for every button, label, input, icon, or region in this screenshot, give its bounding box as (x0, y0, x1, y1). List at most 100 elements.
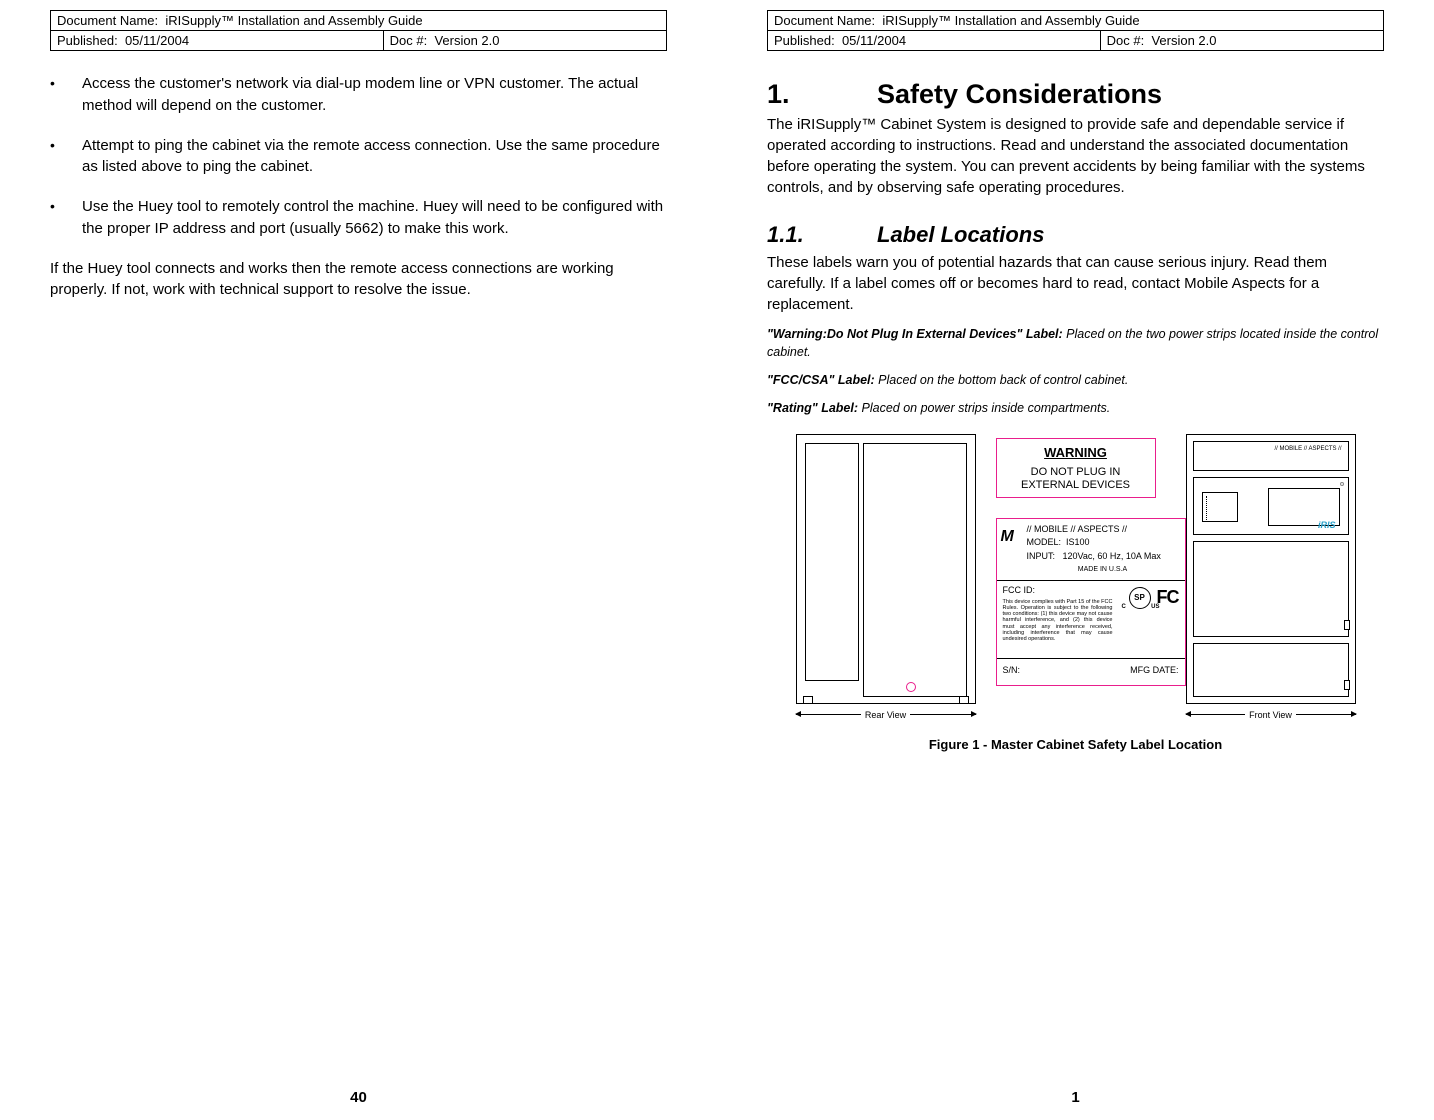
doc-name-value: iRISupply™ Installation and Assembly Gui… (165, 13, 422, 28)
label-note-bold: "Warning:Do Not Plug In External Devices… (767, 327, 1063, 341)
front-logo: iRIS (1318, 520, 1336, 530)
bullet-text: Attempt to ping the cabinet via the remo… (82, 135, 667, 179)
spec-mid-section: FCC ID: This device complies with Part 1… (997, 581, 1185, 659)
spec-input-row: INPUT: 120Vac, 60 Hz, 10A Max (1027, 550, 1179, 564)
right-page: Document Name: iRISupply™ Installation a… (717, 0, 1434, 1120)
front-bottom-door (1193, 643, 1349, 697)
list-item: • Use the Huey tool to remotely control … (50, 196, 667, 240)
spec-mfg-label: MFG DATE: (1130, 665, 1178, 679)
cabinet-diagram: Rear View WARNING DO NOT PLUG IN EXTERNA… (796, 434, 1356, 729)
spec-label-box: M // MOBILE // ASPECTS // MODEL: IS100 I… (996, 518, 1186, 686)
arrow-line-icon (1186, 714, 1246, 715)
rear-cabinet-panel-right (863, 443, 967, 697)
label-note-bold: "FCC/CSA" Label: (767, 373, 875, 387)
front-cabinet: // MOBILE // ASPECTS // iRIS (1186, 434, 1356, 704)
left-page: Document Name: iRISupply™ Installation a… (0, 0, 717, 1120)
door-handle-icon (1344, 680, 1350, 690)
label-note: "Rating" Label: Placed on power strips i… (767, 399, 1384, 417)
figure: Rear View WARNING DO NOT PLUG IN EXTERNA… (767, 434, 1384, 752)
published-label: Published: (57, 33, 118, 48)
docnum-value: Version 2.0 (434, 33, 499, 48)
heading-1: 1. Safety Considerations (767, 79, 1384, 110)
front-view-text: Front View (1245, 710, 1296, 720)
keypad-icon (1202, 492, 1238, 522)
docnum-cell: Doc #: Version 2.0 (383, 31, 666, 51)
bullet-text: Use the Huey tool to remotely control th… (82, 196, 667, 240)
warning-line2: EXTERNAL DEVICES (1021, 479, 1130, 491)
spec-marks: SP FC (1129, 587, 1179, 609)
spec-sn-label: S/N: (1003, 665, 1021, 679)
heading-2: 1.1. Label Locations (767, 222, 1384, 248)
csa-mark-icon: SP (1129, 587, 1151, 609)
bullet-icon: • (50, 73, 82, 117)
doc-name-label: Document Name: (774, 13, 875, 28)
warning-line1: DO NOT PLUG IN (1031, 466, 1121, 478)
heading-1-number: 1. (767, 79, 877, 110)
published-cell: Published: 05/11/2004 (768, 31, 1101, 51)
spec-made: MADE IN U.S.A (1027, 565, 1179, 576)
heading-2-text: Label Locations (877, 222, 1044, 248)
published-value: 05/11/2004 (842, 33, 906, 48)
published-cell: Published: 05/11/2004 (51, 31, 384, 51)
spec-bottom-section: S/N: MFG DATE: (997, 659, 1185, 685)
section-paragraph: These labels warn you of potential hazar… (767, 252, 1384, 315)
arrow-line-icon (796, 714, 861, 715)
list-item: • Attempt to ping the cabinet via the re… (50, 135, 667, 179)
spec-input-value: 120Vac, 60 Hz, 10A Max (1063, 551, 1161, 561)
callout-circle-icon (906, 682, 916, 692)
label-note-rest: Placed on the bottom back of control cab… (875, 373, 1129, 387)
label-note-rest: Placed on power strips inside compartmen… (858, 401, 1110, 415)
arrow-line-icon (910, 714, 975, 715)
figure-caption: Figure 1 - Master Cabinet Safety Label L… (767, 737, 1384, 752)
spec-model-value: IS100 (1066, 537, 1090, 547)
spec-input-label: INPUT: (1027, 551, 1056, 561)
page-number: 1 (767, 1089, 1384, 1106)
docnum-label: Doc #: (390, 33, 428, 48)
spec-fineprint: This device complies with Part 15 of the… (1003, 599, 1113, 643)
spec-model-label: MODEL: (1027, 537, 1062, 547)
doc-name-label: Document Name: (57, 13, 158, 28)
bullet-icon: • (50, 135, 82, 179)
front-screen-panel: iRIS (1193, 477, 1349, 535)
spec-model-row: MODEL: IS100 (1027, 536, 1179, 550)
doc-name-value: iRISupply™ Installation and Assembly Gui… (882, 13, 1139, 28)
door-handle-icon (1344, 620, 1350, 630)
list-item: • Access the customer's network via dial… (50, 73, 667, 117)
front-top-panel: // MOBILE // ASPECTS // (1193, 441, 1349, 471)
closing-paragraph: If the Huey tool connects and works then… (50, 258, 667, 302)
label-note: "FCC/CSA" Label: Placed on the bottom ba… (767, 371, 1384, 389)
spec-brand: // MOBILE // ASPECTS // (1027, 523, 1179, 537)
published-value: 05/11/2004 (125, 33, 189, 48)
docnum-cell: Doc #: Version 2.0 (1100, 31, 1383, 51)
spec-logo-icon: M (1001, 525, 1014, 549)
spec-top-section: M // MOBILE // ASPECTS // MODEL: IS100 I… (997, 519, 1185, 581)
page-number: 40 (50, 1089, 667, 1106)
cabinet-foot (959, 696, 969, 704)
warning-title: WARNING (997, 445, 1155, 460)
csa-mark-text: SP (1134, 593, 1145, 602)
front-top-brand: // MOBILE // ASPECTS // (1274, 446, 1341, 452)
bullet-icon: • (50, 196, 82, 240)
screw-hole-icon (1340, 482, 1344, 486)
label-note-bold: "Rating" Label: (767, 401, 858, 415)
doc-name-cell: Document Name: iRISupply™ Installation a… (768, 11, 1384, 31)
rear-view-text: Rear View (861, 710, 910, 720)
rear-cabinet (796, 434, 976, 704)
docnum-value: Version 2.0 (1151, 33, 1216, 48)
rear-cabinet-panel-left (805, 443, 859, 681)
label-note: "Warning:Do Not Plug In External Devices… (767, 325, 1384, 361)
bullet-list: • Access the customer's network via dial… (50, 73, 667, 258)
doc-header-table: Document Name: iRISupply™ Installation a… (50, 10, 667, 51)
fcc-mark-icon: FC (1157, 587, 1179, 608)
doc-header-table: Document Name: iRISupply™ Installation a… (767, 10, 1384, 51)
front-view-label: Front View (1186, 710, 1356, 720)
arrow-line-icon (1296, 714, 1356, 715)
front-mid-door (1193, 541, 1349, 637)
warning-label-box: WARNING DO NOT PLUG IN EXTERNAL DEVICES (996, 438, 1156, 498)
bullet-text: Access the customer's network via dial-u… (82, 73, 667, 117)
published-label: Published: (774, 33, 835, 48)
docnum-label: Doc #: (1107, 33, 1145, 48)
heading-1-text: Safety Considerations (877, 79, 1162, 110)
warning-text: DO NOT PLUG IN EXTERNAL DEVICES (997, 466, 1155, 494)
rear-view-label: Rear View (796, 710, 976, 720)
